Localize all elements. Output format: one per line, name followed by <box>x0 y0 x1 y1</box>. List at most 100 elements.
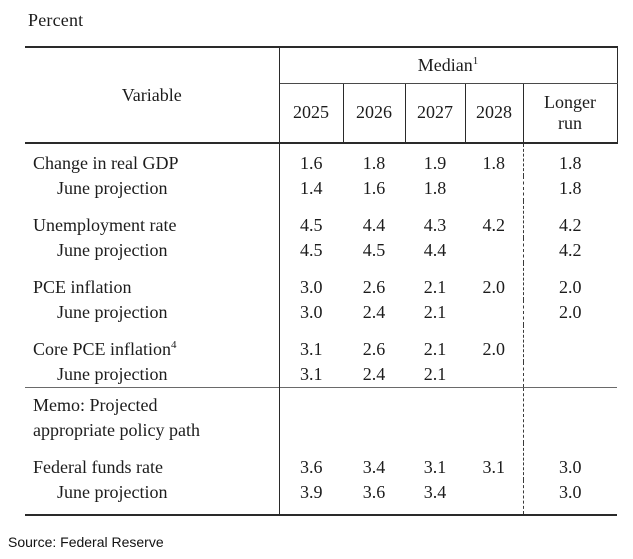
column-header-2027: 2027 <box>404 83 466 144</box>
table-row: Federal funds rate 3.6 3.4 3.1 3.1 3.0 <box>25 443 617 480</box>
column-header-2026: 2026 <box>342 83 406 144</box>
row-label: Federal funds rate <box>25 443 280 480</box>
median-label: Median <box>417 54 473 75</box>
column-header-median: Median1 <box>279 47 618 84</box>
row-label-text: June projection <box>57 302 168 322</box>
value-cell: 2.1 <box>423 364 447 384</box>
row-label-text: Memo: Projected appropriate policy path <box>33 395 200 440</box>
economic-projections-table: Variable Median1 2025 2026 2027 2028 Lon… <box>25 46 618 516</box>
value-cell: 4.2 <box>482 215 506 235</box>
value-cell <box>522 387 617 443</box>
value-cell <box>465 387 523 443</box>
value-cell: 3.0 <box>300 302 323 322</box>
value-cell <box>522 362 617 388</box>
table-unit-label: Percent <box>28 10 84 30</box>
value-cell: 4.3 <box>423 215 447 235</box>
value-cell <box>465 362 523 388</box>
value-cell: 1.8 <box>482 153 506 173</box>
value-cell: 2.0 <box>482 277 506 297</box>
table-row: PCE inflation 3.0 2.6 2.1 2.0 2.0 <box>25 263 617 300</box>
row-label-text: June projection <box>57 482 168 502</box>
row-label: Memo: Projected appropriate policy path <box>25 387 280 443</box>
row-label-text: Federal funds rate <box>33 457 163 477</box>
row-label: June projection <box>25 362 280 388</box>
value-cell: 4.2 <box>522 201 617 238</box>
value-cell: 1.8 <box>522 176 617 201</box>
value-cell: 2.0 <box>482 339 506 359</box>
value-cell: 4.5 <box>300 215 323 235</box>
value-cell <box>279 387 343 443</box>
table-body: Change in real GDP 1.6 1.8 1.9 1.8 1.8 June pr… <box>25 143 617 515</box>
value-cell: 3.6 <box>300 457 323 477</box>
column-header-2028: 2028 <box>464 83 524 144</box>
value-cell: 1.8 <box>522 143 617 176</box>
memo-row: Memo: Projected appropriate policy path <box>25 387 617 443</box>
median-footnote-marker: 1 <box>472 54 479 67</box>
value-cell: 1.6 <box>300 153 323 173</box>
row-label-text: Core PCE inflation <box>33 339 171 359</box>
header-row-median: Variable Median1 <box>25 47 618 144</box>
value-cell <box>343 387 405 443</box>
column-header-2025: 2025 <box>278 83 344 144</box>
value-cell: 3.1 <box>300 364 323 384</box>
table-row: June projection 4.5 4.5 4.4 4.2 <box>25 238 617 263</box>
value-cell: 3.1 <box>423 457 447 477</box>
value-cell <box>405 387 465 443</box>
value-cell: 4.4 <box>423 240 447 260</box>
value-cell: 1.8 <box>362 153 386 173</box>
row-label: Change in real GDP <box>25 143 280 176</box>
column-header-longer-run: Longer run <box>522 83 618 144</box>
value-cell: 3.9 <box>300 482 323 502</box>
table-row: June projection 3.9 3.6 3.4 3.0 <box>25 480 617 515</box>
value-cell: 2.6 <box>362 277 386 297</box>
value-cell: 3.0 <box>300 277 323 297</box>
value-cell: 1.6 <box>362 178 386 198</box>
value-cell: 2.6 <box>362 339 386 359</box>
row-label: PCE inflation <box>25 263 280 300</box>
value-cell: 3.6 <box>362 482 386 502</box>
value-cell: 2.0 <box>522 300 617 325</box>
header-row-years: 2025 2026 2027 2028 Longer run <box>25 83 618 144</box>
row-label-text: PCE inflation <box>33 277 132 297</box>
row-label: June projection <box>25 176 280 201</box>
row-label: Unemployment rate <box>25 201 280 238</box>
table-row: June projection 3.1 2.4 2.1 <box>25 362 617 388</box>
row-label: June projection <box>25 300 280 325</box>
value-cell <box>465 300 523 325</box>
value-cell: 1.9 <box>423 153 447 173</box>
value-cell <box>522 325 617 362</box>
row-label: June projection <box>25 238 280 263</box>
table-row: Change in real GDP 1.6 1.8 1.9 1.8 1.8 <box>25 143 617 176</box>
row-label: June projection <box>25 480 280 515</box>
value-cell: 4.2 <box>522 238 617 263</box>
value-cell: 2.1 <box>423 339 447 359</box>
source-note: Source: Federal Reserve <box>8 534 164 550</box>
table-row: June projection 1.4 1.6 1.8 1.8 <box>25 176 617 201</box>
value-cell: 1.8 <box>423 178 447 198</box>
table-header: Variable Median1 2025 2026 2027 2028 Lon… <box>25 47 618 144</box>
row-label-text: June projection <box>57 364 168 384</box>
value-cell: 3.4 <box>423 482 447 502</box>
table-row: Unemployment rate 4.5 4.4 4.3 4.2 4.2 <box>25 201 617 238</box>
row-label: Core PCE inflation4 <box>25 325 280 362</box>
value-cell <box>465 176 523 201</box>
value-cell: 4.5 <box>300 240 323 260</box>
column-header-variable: Variable <box>25 47 280 144</box>
value-cell: 3.0 <box>522 480 617 515</box>
value-cell <box>465 480 523 515</box>
value-cell <box>465 238 523 263</box>
value-cell: 1.4 <box>300 178 323 198</box>
table-row: June projection 3.0 2.4 2.1 2.0 <box>25 300 617 325</box>
value-cell: 2.1 <box>423 302 447 322</box>
value-cell: 3.1 <box>300 339 323 359</box>
value-cell: 2.4 <box>362 302 386 322</box>
value-cell: 2.4 <box>362 364 386 384</box>
value-cell: 3.1 <box>482 457 506 477</box>
row-label-text: June projection <box>57 178 168 198</box>
row-footnote-marker: 4 <box>171 339 177 351</box>
row-label-text: Change in real GDP <box>33 153 179 173</box>
value-cell: 4.4 <box>362 215 386 235</box>
value-cell: 3.4 <box>362 457 386 477</box>
row-label-text: June projection <box>57 240 168 260</box>
